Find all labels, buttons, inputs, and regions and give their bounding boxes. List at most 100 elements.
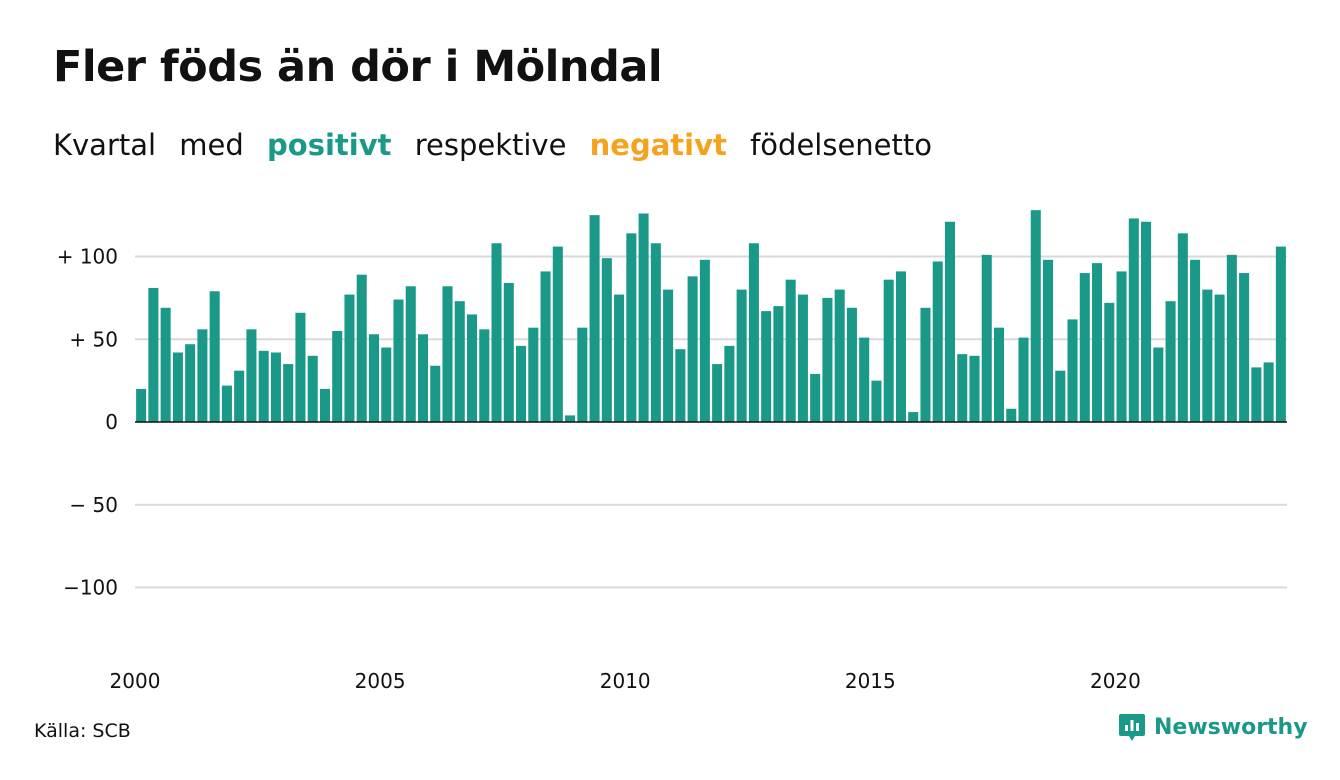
bar (246, 329, 257, 422)
bar (724, 345, 735, 422)
bar (638, 213, 649, 422)
bar (1153, 347, 1164, 422)
bar (516, 345, 527, 422)
bar (1239, 273, 1250, 422)
chart-subtitle: Kvartal med positivt respektive negativt… (53, 128, 946, 162)
bar (479, 329, 490, 422)
bar (601, 258, 612, 422)
bar (307, 355, 318, 422)
bar (1104, 302, 1115, 422)
bar (1042, 259, 1054, 422)
bar (1141, 221, 1152, 422)
bar (834, 289, 845, 422)
bar (344, 294, 355, 422)
newsworthy-logo-icon (1119, 714, 1145, 741)
bar (1030, 210, 1041, 422)
bar (197, 329, 208, 422)
bar (1263, 362, 1274, 422)
bar (503, 282, 514, 422)
bar (381, 347, 392, 422)
bar (258, 350, 269, 422)
bar (846, 307, 857, 422)
bar (932, 261, 943, 422)
bar (466, 314, 478, 422)
bar (981, 254, 992, 422)
bar (295, 312, 306, 422)
brand-logo: Newsworthy (1118, 712, 1308, 742)
bar (430, 365, 441, 422)
bar (1067, 319, 1078, 422)
bar (270, 352, 281, 422)
bar (1128, 218, 1139, 422)
bar (442, 286, 453, 422)
bar (148, 287, 159, 422)
bar (1202, 289, 1213, 422)
bar (712, 364, 723, 422)
subtitle-prefix: Kvartal (53, 128, 157, 162)
bar (234, 370, 245, 422)
bar (454, 301, 465, 422)
bar (319, 388, 330, 422)
bar (1079, 273, 1090, 422)
bar (614, 294, 625, 422)
bar (1226, 254, 1237, 422)
bar (883, 279, 894, 422)
bar (675, 349, 686, 422)
bar (1006, 408, 1017, 422)
brand-name: Newsworthy (1154, 714, 1308, 740)
subtitle-suffix: födelsenetto (750, 128, 932, 162)
y-tick-label: + 50 (69, 327, 118, 351)
bar (810, 374, 821, 422)
chart-title: Fler föds än dör i Mölndal (53, 42, 663, 92)
bar (748, 243, 759, 422)
bar (920, 307, 931, 422)
bar-chart: + 100 + 50 0 − 50 −100 2000 2005 2010 2015 2020 (57, 210, 1287, 693)
bar (1190, 259, 1201, 422)
bar (736, 289, 747, 422)
bar (895, 271, 906, 422)
bar (957, 354, 968, 422)
bar (773, 306, 784, 422)
subtitle-positive: positivt (267, 128, 392, 162)
bar (650, 243, 661, 422)
bar (626, 233, 637, 422)
bar (577, 327, 588, 422)
bar (393, 299, 404, 422)
bar (871, 380, 882, 422)
bar (540, 271, 551, 422)
bar (283, 364, 294, 422)
bar (822, 297, 833, 422)
x-tick-label: 2005 (355, 669, 406, 693)
bar (552, 246, 563, 422)
x-tick-label: 2010 (600, 669, 651, 693)
bar (160, 307, 171, 422)
bar (761, 311, 772, 422)
bar (356, 274, 367, 422)
bar (589, 215, 600, 422)
bar (993, 327, 1005, 422)
bar (221, 385, 232, 422)
subtitle-between: respektive (414, 128, 567, 162)
bar (1055, 370, 1066, 422)
bar (185, 344, 196, 422)
bar (368, 334, 380, 422)
source-note: Källa: SCB (34, 720, 131, 742)
bar (491, 243, 502, 422)
bar (1275, 246, 1286, 422)
y-tick-label: − 50 (69, 493, 118, 517)
y-tick-label: 0 (105, 410, 118, 434)
bar (405, 286, 416, 422)
bar (172, 352, 183, 422)
bar (565, 415, 576, 422)
x-tick-label: 2000 (110, 669, 161, 693)
bar (417, 334, 429, 422)
bar (528, 327, 539, 422)
bar (859, 337, 870, 422)
bar (1165, 301, 1176, 422)
bar (1018, 337, 1029, 422)
bar (332, 330, 343, 422)
bar (209, 291, 220, 422)
bar (1116, 271, 1127, 422)
subtitle-with: med (179, 128, 244, 162)
bar (1214, 294, 1225, 422)
